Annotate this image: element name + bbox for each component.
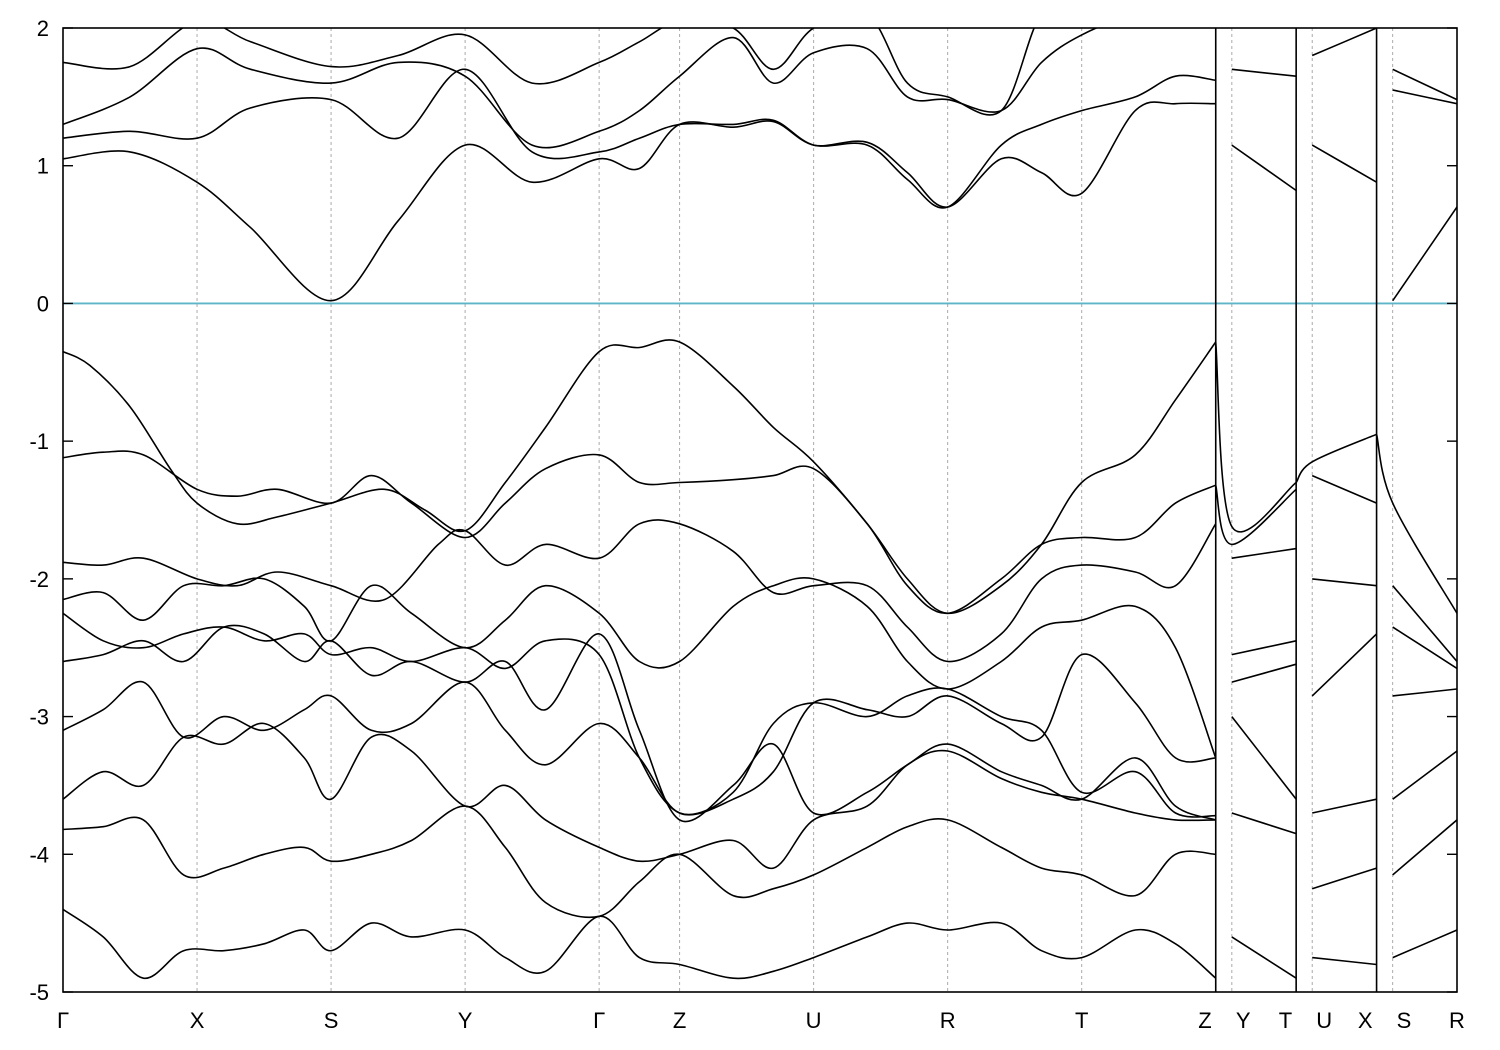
k-point-label: U [1316,1008,1332,1033]
k-point-label: X [1358,1008,1373,1033]
band-13 [63,28,1035,116]
k-point-label: U [806,1008,822,1033]
k-point-label: X [190,1008,205,1033]
band-30 [1312,956,1377,966]
band-0 [63,339,1217,615]
k-point-label: Z [1198,1008,1211,1033]
segment-boundaries [1214,28,1378,992]
band-19 [1231,716,1297,800]
band-40 [1392,206,1457,302]
band-20 [1231,812,1297,835]
y-tick-label: -2 [29,567,49,592]
y-axis-tick-labels: 2 1 0 -1 -2 -3 -4 -5 [29,16,49,1005]
band-8 [63,805,1216,918]
k-point-label: R [940,1008,956,1033]
y-axis-ticks [63,27,1457,993]
band-12 [63,28,1099,149]
band-34 [1392,585,1457,663]
band-6 [63,680,1216,818]
band-26 [1312,578,1377,587]
k-point-label: Y [458,1008,473,1033]
band-22 [1231,68,1297,77]
y-tick-label: 1 [37,154,49,179]
band-16 [1231,547,1297,559]
y-tick-label: -3 [29,705,49,730]
band-17 [1231,640,1297,656]
band-37 [1392,750,1457,800]
k-point-label: Y [1236,1008,1251,1033]
k-point-label: T [1075,1008,1088,1033]
band-33 [1375,434,1457,614]
band-7 [63,722,1216,869]
band-42 [1392,89,1457,105]
band-35 [1392,626,1457,670]
k-point-label: S [324,1008,339,1033]
band-5 [63,624,1216,823]
band-21 [1231,936,1297,979]
band-10 [63,101,1216,302]
band-11 [63,68,1216,209]
plot-frame [62,27,1458,993]
band-32 [1311,144,1378,183]
band-39 [1392,929,1457,959]
y-tick-label: -5 [29,980,49,1005]
band-24 [1295,433,1377,483]
band-4 [63,612,1216,816]
k-point-gridlines [196,28,1394,992]
y-tick-label: -1 [29,429,49,454]
band-31 [1311,28,1377,57]
band-2 [63,519,1217,663]
k-point-label: R [1449,1008,1465,1033]
band-14 [1214,341,1297,533]
band-23 [1231,144,1297,192]
band-25 [1311,474,1377,504]
band-41 [1392,68,1457,101]
k-point-label: T [1279,1008,1292,1033]
band-29 [1311,867,1377,890]
band-3 [63,577,1217,759]
band-36 [1392,688,1457,697]
band-lines [63,28,1457,980]
band-18 [1231,663,1297,683]
band-27 [1311,633,1378,697]
band-1 [63,450,1217,615]
k-point-label: Γ [57,1008,69,1033]
y-tick-label: 2 [37,16,49,41]
band-9 [63,908,1217,980]
y-tick-label: -4 [29,842,49,867]
k-point-label: Z [673,1008,686,1033]
band-28 [1312,798,1377,814]
band-38 [1392,819,1457,876]
band-15 [1214,484,1297,546]
k-point-label: S [1397,1008,1412,1033]
k-point-label: Γ [593,1008,605,1033]
y-tick-label: 0 [37,291,49,316]
